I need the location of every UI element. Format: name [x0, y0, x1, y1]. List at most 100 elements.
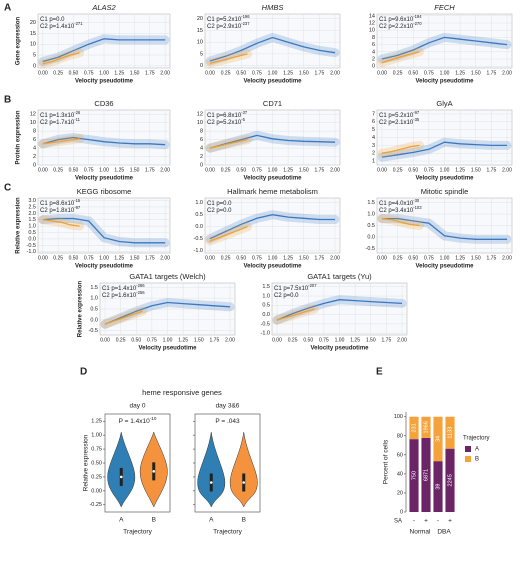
y-tick-label: 20 [197, 16, 203, 22]
p-value: C2 p=1.8x10-97 [40, 205, 81, 214]
x-tick-label: 2.00 [160, 255, 170, 261]
x-tick-label: 1.50 [299, 255, 309, 261]
trend-line [382, 217, 507, 240]
trend-line [42, 136, 166, 146]
y-tick-label: 1.0 [262, 293, 270, 299]
y-tick-label: 40 [397, 471, 403, 477]
x-tick-label: 1.25 [283, 70, 293, 76]
x-tick-label: 1.00 [268, 255, 278, 261]
p-value-sup: -30 [413, 198, 420, 203]
count-label: 34 [435, 436, 441, 442]
x-tick-label: 2.00 [225, 337, 235, 343]
y-axis-label: Relative expression [78, 280, 84, 337]
p-value: C2 p=0.0 [274, 293, 299, 299]
p-value: P = 1.4x10-10 [119, 416, 157, 425]
plot-title: Mitotic spindle [421, 187, 469, 196]
p-value-text: C2 p=1.7x10 [40, 120, 75, 126]
p-value: C2 p=1.7x10-11 [40, 117, 81, 126]
x-tick-label: 1.75 [315, 255, 325, 261]
x-tick-label: 0.75 [147, 337, 157, 343]
y-tick-label: 10 [30, 120, 36, 126]
x-tick-label: - [413, 518, 415, 525]
p-value: C2 p=5.2x10-5 [207, 117, 246, 126]
x-tick-label: 0.75 [424, 70, 434, 76]
x-tick-label: 0.00 [377, 167, 387, 173]
x-tick-label: 1.25 [178, 337, 188, 343]
y-tick-label: 8 [33, 129, 36, 135]
x-tick-label: 1.00 [99, 255, 109, 261]
y-tick-label: 8 [200, 129, 203, 135]
y-tick-label: 0 [33, 162, 36, 168]
y-tick-label: 0.5 [195, 212, 203, 218]
bar-segment [445, 416, 455, 449]
y-tick-label: 5 [33, 52, 36, 58]
y-tick-label: 1.0 [90, 296, 98, 302]
y-tick-label: -0.5 [194, 236, 203, 242]
p-value-sup: -97 [74, 205, 81, 210]
y-tick-label: 0.5 [367, 223, 375, 229]
y-tick-label: 4 [33, 146, 36, 152]
x-axis-label: Velocity pseudotime [75, 176, 134, 182]
p-value-text: C2 p=0.0 [207, 208, 232, 214]
y-tick-label: 6 [33, 137, 36, 143]
trend-line [42, 219, 80, 227]
trend-line [42, 52, 80, 65]
y-tick-label: 5 [372, 127, 375, 133]
panel-letter: C [4, 183, 11, 194]
x-tick-label: 0.00 [205, 70, 215, 76]
trend-line [276, 308, 315, 321]
legend-label: B [475, 457, 479, 463]
p-value-text: C1 p=5.2x10 [207, 17, 242, 23]
x-tick-label: 0.75 [252, 255, 262, 261]
x-tick-label: 1.00 [335, 337, 345, 343]
p-value: C2 p=2.1x10-35 [379, 117, 420, 126]
x-tick-label: 1.50 [299, 167, 309, 173]
y-tick-label: 10 [369, 28, 375, 34]
p-value-text: C2 p=1.8x10 [40, 208, 75, 214]
p-value-sup: -103 [413, 205, 422, 210]
p-value-text: C1 p=8.6x10 [40, 201, 75, 207]
y-tick-label: 1.0 [367, 211, 375, 217]
subplot-title: day 0 [130, 403, 146, 410]
y-tick-label: 0.0 [195, 224, 203, 230]
x-tick-label: 1.50 [130, 255, 140, 261]
y-tick-label: 0.75 [91, 447, 102, 453]
y-tick-label: 1.0 [28, 224, 36, 230]
x-tick-label: 1.50 [299, 70, 309, 76]
y-tick-label: 2.0 [28, 211, 36, 217]
x-tick-label: 0.00 [377, 255, 387, 261]
y-tick-label: 1.00 [91, 433, 102, 439]
x-tick-label: 0.25 [221, 70, 231, 76]
x-tick-label: 0.75 [424, 255, 434, 261]
y-tick-label: -1.0 [261, 331, 270, 337]
x-tick-label: 0.25 [393, 255, 403, 261]
p-value: C2 p=1.6x10-256 [102, 290, 145, 299]
p-value-text: C2 p=1.4x10 [40, 24, 75, 30]
x-tick-label: 1.00 [163, 337, 173, 343]
y-tick-label: -0.5 [89, 328, 98, 334]
trend-line [209, 214, 335, 240]
x-tick-label: 2.00 [502, 167, 512, 173]
y-tick-label: -1.0 [27, 249, 36, 255]
y-tick-label: 2 [33, 154, 36, 160]
x-axis-label: Velocity pseudotime [138, 346, 197, 352]
x-tick-label: 0.00 [38, 70, 48, 76]
bar-segment [433, 461, 443, 512]
x-tick-label: 1.75 [315, 167, 325, 173]
count-label: 231 [411, 423, 417, 432]
x-tick-label: 1.75 [487, 255, 497, 261]
panel-letter: A [4, 3, 11, 14]
y-axis-label: Gene expression [16, 16, 22, 65]
x-tick-label: 1.50 [130, 70, 140, 76]
x-tick-label: 0.25 [393, 167, 403, 173]
p-value: C1 p=4.0x10-30 [379, 198, 420, 207]
p-value-text: C1 p=0.0 [207, 201, 232, 207]
y-tick-label: 60 [397, 452, 403, 458]
y-tick-label: 20 [397, 490, 403, 496]
p-value: C2 p=2.9x10-237 [207, 21, 250, 30]
p-value: C2 p=3.4x10-103 [379, 205, 422, 214]
y-tick-label: 7 [372, 111, 375, 117]
x-tick-label: 1.50 [471, 70, 481, 76]
x-axis-label: Trajectory [213, 529, 242, 536]
trend-line [381, 217, 420, 227]
